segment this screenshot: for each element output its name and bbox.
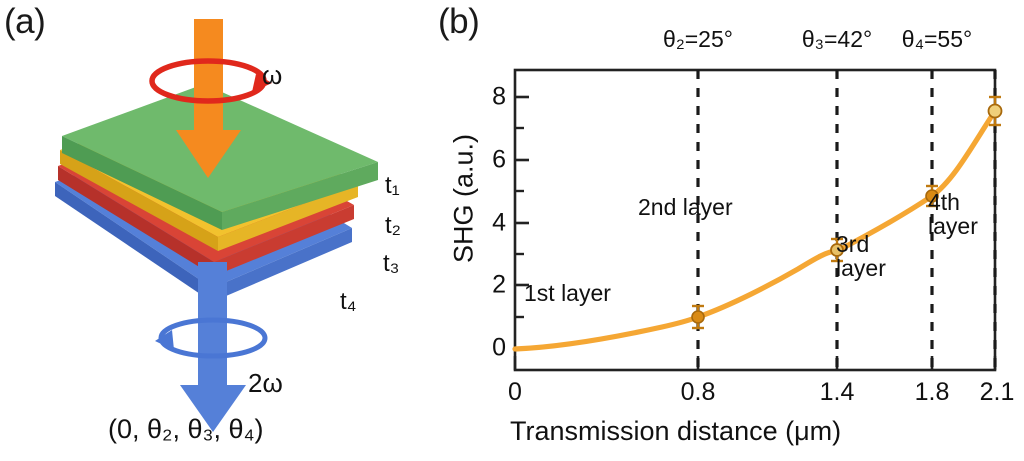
layer-label-t4: t₄ [340,288,357,315]
y-tick-label-2: 2 [492,270,506,299]
signal-arrow-icon [180,262,246,432]
y-tick-label-0: 0 [492,333,506,362]
layer-label-t3: t₃ [383,250,400,277]
y-tick-label-8: 8 [492,82,506,111]
y-tick-label-4: 4 [492,208,506,237]
panel-b-tag: (b) [438,2,480,41]
region-label-3rd-line1: 3rd [836,231,870,257]
region-label-4th-line1: 4th [928,189,960,215]
y-axis-minor-ticks [515,126,524,319]
data-point-2 [830,237,844,263]
x-tick-label-0: 0 [508,378,522,406]
y-tick-label-6: 6 [492,145,506,174]
data-point-1 [691,304,705,330]
region-label-3rd-layer: 3rd layer [836,232,886,281]
rotation-arrow-omega-icon [149,58,272,104]
data-point-4 [987,95,1003,127]
region-label-4th-line2: layer [928,213,978,240]
rotation-arrow-two-omega-icon [155,317,268,359]
pump-arrow-icon [176,19,241,178]
plot-svg [512,68,1003,372]
region-label-1st-layer: 1st layer [524,280,611,306]
data-point-3 [925,184,939,208]
signal-frequency-label: 2ω [248,368,283,398]
panel-a-schematic: t₁ t₂ t₃ t₄ ω 2ω (0, θ₂, θ₃, θ₄) [0,0,432,461]
x-tick-label-1: 0.8 [680,378,716,406]
x-tick-label-2: 1.4 [819,378,855,406]
theta4-annotation: θ₄=55° [901,26,973,52]
layer-label-t1: t₁ [385,172,400,199]
y-axis-title: SHG (a.u.) [448,133,479,264]
region-label-2nd-layer: 2nd layer [638,194,733,220]
region-label-3rd-line2: layer [836,255,886,282]
region-label-4th-layer: 4th layer [928,190,978,239]
panel-a-caption: (0, θ₂, θ₃, θ₄) [108,414,264,444]
theta3-annotation: θ₃=42° [801,26,873,52]
panel-a-tag: (a) [4,2,46,41]
pump-frequency-label: ω [262,60,283,90]
panel-b-chart: θ₂=25° θ₃=42° θ₄=55° 0 0.8 1.4 1.8 2.1 0… [432,0,1024,461]
schematic-svg [55,19,378,432]
x-tick-label-3: 1.8 [914,378,950,406]
theta2-annotation: θ₂=25° [663,26,733,52]
x-axis-title: Transmission distance (μm) [510,416,842,446]
layer-boundary-dashed-lines [696,70,997,370]
x-tick-label-4: 2.1 [979,378,1015,406]
plot-frame [513,68,997,372]
layer-label-t2: t₂ [385,212,401,239]
